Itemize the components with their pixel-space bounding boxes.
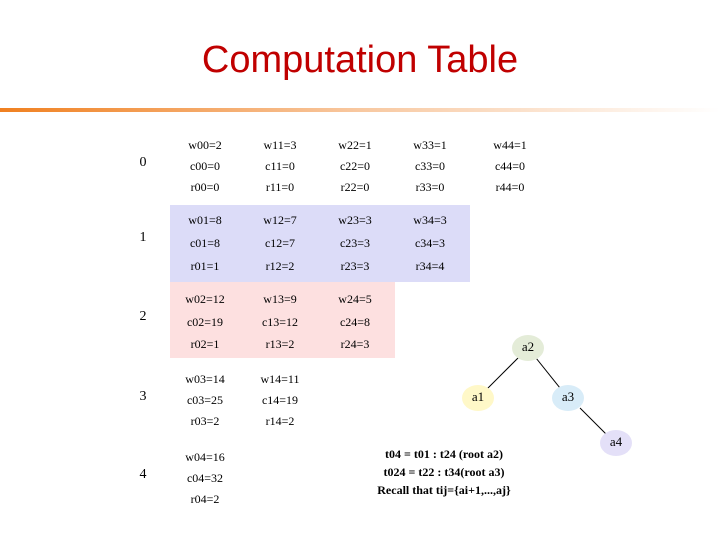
cell-text: w11=3 <box>264 138 297 152</box>
cell-text: w04=16 <box>185 450 224 464</box>
note-line: t024 = t22 : t34(root a3) <box>384 465 505 479</box>
row-shade <box>170 282 395 358</box>
row-label: 1 <box>140 230 147 245</box>
cell-text: w44=1 <box>493 138 526 152</box>
cell-text: c11=0 <box>265 159 295 173</box>
cell-text: r44=0 <box>496 180 525 194</box>
row-shade <box>170 205 470 282</box>
slide-title: Computation Table <box>202 39 518 81</box>
cell-text: c13=12 <box>262 315 298 329</box>
cell-text: c24=8 <box>340 315 370 329</box>
cell-text: c14=19 <box>262 393 298 407</box>
row-label: 4 <box>140 467 147 482</box>
cell-text: r00=0 <box>191 180 220 194</box>
cell-text: r11=0 <box>266 180 294 194</box>
node-label: a3 <box>562 389 574 404</box>
row-label: 2 <box>140 309 147 324</box>
cell-text: w14=11 <box>261 372 300 386</box>
note-line: t04 = t01 : t24 (root a2) <box>385 447 503 461</box>
cell-text: w22=1 <box>338 138 371 152</box>
cell-text: c01=8 <box>190 236 220 250</box>
cell-text: r04=2 <box>191 492 220 506</box>
cell-text: w03=14 <box>185 372 224 386</box>
cell-text: c02=19 <box>187 315 223 329</box>
row-label: 3 <box>140 389 147 404</box>
cell-text: w02=12 <box>185 292 224 306</box>
cell-text: c00=0 <box>190 159 220 173</box>
cell-text: w00=2 <box>188 138 221 152</box>
tree-edge <box>579 407 611 439</box>
cell-text: r22=0 <box>341 180 370 194</box>
cell-text: w34=3 <box>413 213 446 227</box>
cell-text: c03=25 <box>187 393 223 407</box>
cell-text: w24=5 <box>338 292 371 306</box>
cell-text: w12=7 <box>263 213 296 227</box>
cell-text: c33=0 <box>415 159 445 173</box>
node-label: a1 <box>472 389 484 404</box>
cell-text: r13=2 <box>266 337 295 351</box>
cell-text: c23=3 <box>340 236 370 250</box>
node-label: a2 <box>522 339 534 354</box>
content: 0 w00=2 c00=0 r00=0 w11=3 c11=0 r11=0 w22=1 c22=… <box>140 138 632 506</box>
cell-text: r02=1 <box>191 337 220 351</box>
cell-text: w13=9 <box>263 292 296 306</box>
cell-text: r24=3 <box>341 337 370 351</box>
cell-text: c34=3 <box>415 236 445 250</box>
cell-text: c12=7 <box>265 236 295 250</box>
cell-text: r34=4 <box>416 259 445 273</box>
cell-text: r14=2 <box>266 414 295 428</box>
cell-text: w23=3 <box>338 213 371 227</box>
cell-text: r03=2 <box>191 414 220 428</box>
node-label: a4 <box>610 434 623 449</box>
cell-text: c04=32 <box>187 471 223 485</box>
tree-node <box>462 385 494 411</box>
cell-text: r23=3 <box>341 259 370 273</box>
note-line: Recall that tij={ai+1,...,aj} <box>377 483 511 497</box>
cell-text: r12=2 <box>266 259 295 273</box>
cell-text: w33=1 <box>413 138 446 152</box>
tree-node <box>552 385 584 411</box>
cell-text: c22=0 <box>340 159 370 173</box>
cell-text: c44=0 <box>495 159 525 173</box>
title-rule <box>0 108 720 112</box>
row-label: 0 <box>140 155 147 170</box>
cell-text: r33=0 <box>416 180 445 194</box>
tree-node <box>600 430 632 456</box>
cell-text: r01=1 <box>191 259 220 273</box>
tree-node <box>512 335 544 361</box>
cell-text: w01=8 <box>188 213 221 227</box>
